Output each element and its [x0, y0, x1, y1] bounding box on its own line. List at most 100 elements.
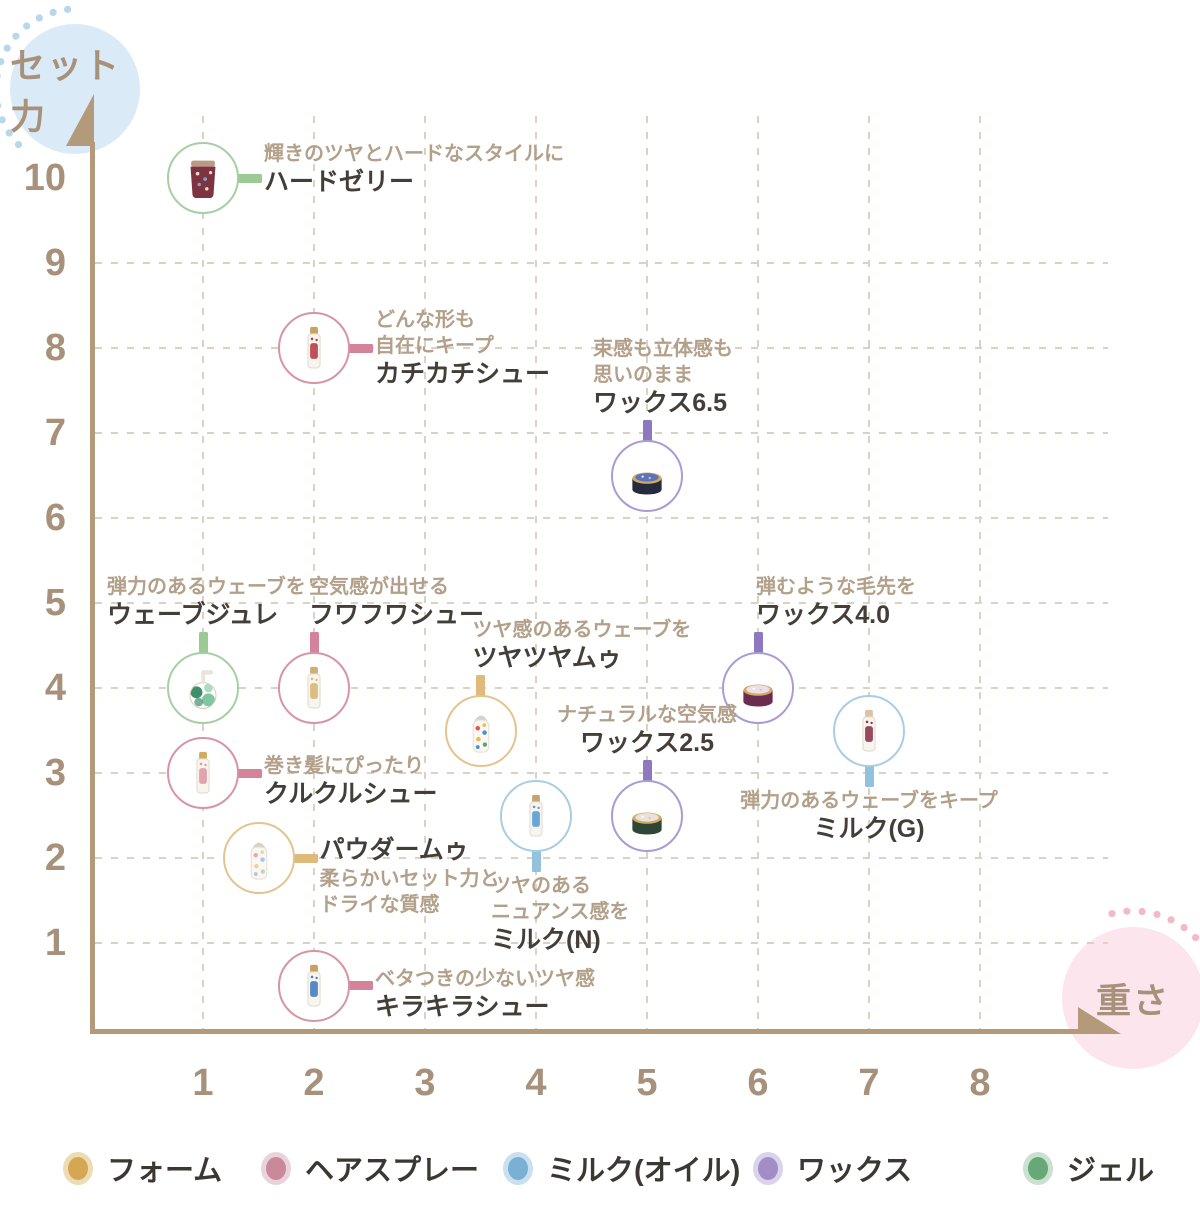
x-tick-7: 7 — [858, 1062, 880, 1104]
product-label-kirakira-shu: ベタつきの少ないツヤ感 キラキラシュー — [375, 966, 595, 1023]
product-name: ウェーブジュレ — [107, 601, 279, 629]
product-label-kurukuru-shu: 巻き髪にぴったりクルクルシュー — [264, 753, 438, 810]
x-axis-line — [90, 1029, 1082, 1034]
product-marker-wax-65 — [611, 439, 683, 512]
product-desc: ドライな質感 — [319, 894, 440, 916]
product-name: フワフワシュー — [309, 601, 485, 629]
x-tick-5: 5 — [636, 1062, 658, 1104]
product-name: ワックス4.0 — [756, 601, 891, 629]
product-marker-hard-jelly — [167, 142, 239, 214]
legend-dot-foam — [63, 1151, 93, 1185]
x-tick-3: 3 — [414, 1062, 436, 1104]
spray-icon — [307, 964, 321, 1007]
tin-icon — [632, 812, 662, 835]
product-desc: どんな形も — [375, 309, 475, 331]
y-axis-arrow — [66, 94, 94, 146]
product-label-fuwafuwa-shu: 空気感が出せるフワフワシュー — [309, 574, 484, 631]
label-connector — [753, 632, 763, 655]
product-label-kachikachi-shu: どんな形も自在にキープカチカチシュー — [375, 307, 550, 390]
product-desc: 自在にキープ — [375, 335, 494, 357]
product-name: ツヤツヤムゥ — [472, 643, 622, 672]
x-axis-label: 重さ — [1095, 981, 1170, 1021]
product-marker-milk-g — [833, 694, 905, 767]
y-tick-4: 4 — [44, 667, 66, 709]
jar-icon — [190, 160, 216, 199]
product-desc: ベタつきの少ないツヤ感 — [375, 967, 595, 990]
y-tick-6: 6 — [44, 497, 66, 539]
label-connector — [642, 759, 652, 783]
x-axis-bubble: 重さ — [1062, 927, 1200, 1069]
product-name: カチカチシュー — [375, 360, 551, 388]
product-marker-tsuyatsuya-mu — [444, 694, 517, 767]
y-axis-label: セット力 — [10, 47, 122, 137]
label-connector — [347, 343, 373, 353]
legend-label-spray: ヘアスプレー — [305, 1155, 480, 1187]
legend-label-wax: ワックス — [797, 1155, 913, 1187]
product-marker-kurukuru-shu — [167, 737, 239, 809]
label-connector — [236, 768, 262, 778]
product-name: ハードゼリー — [264, 168, 415, 196]
legend: フォーム ヘアスプレー ミルク(オイル) ワックス ジェル — [0, 1148, 1200, 1200]
product-name: クルクルシュー — [264, 780, 438, 808]
product-label-wave-jule: 弾力のあるウェーブを ウェーブジュレ — [107, 574, 306, 631]
product-marker-kachikachi-shu — [278, 312, 350, 384]
spray-icon — [862, 709, 876, 752]
y-tick-5: 5 — [44, 582, 66, 624]
legend-dot-gel — [1023, 1151, 1053, 1185]
product-desc: ツヤのある — [491, 874, 591, 897]
label-connector — [531, 848, 541, 872]
product-name: パウダームゥ — [319, 836, 469, 864]
product-marker-wax-40 — [722, 652, 794, 724]
legend-item-milk: ミルク(オイル) — [503, 1148, 740, 1188]
product-marker-wave-jule — [167, 652, 239, 724]
product-desc: 巻き髪にぴったり — [264, 755, 424, 777]
spray-icon — [196, 751, 210, 794]
product-desc: 空気感が出せる — [309, 576, 449, 598]
spray-icon — [307, 326, 321, 369]
label-connector — [291, 853, 318, 863]
product-desc: 輝きのツヤとハードなスタイルに — [264, 143, 564, 165]
pump-icon — [189, 670, 217, 710]
label-connector — [476, 674, 485, 698]
y-tick-9: 9 — [44, 242, 66, 284]
bottle-icon — [472, 715, 489, 753]
legend-dot-spray — [261, 1151, 291, 1185]
x-tick-2: 2 — [303, 1062, 325, 1104]
legend-dot-milk — [503, 1151, 533, 1185]
y-axis-line — [90, 142, 95, 1033]
product-desc: 思いのまま — [593, 363, 693, 386]
legend-label-milk: ミルク(オイル) — [547, 1155, 741, 1187]
label-connector — [198, 632, 208, 655]
product-label-hard-jelly: 輝きのツヤとハードなスタイルにハードゼリー — [264, 141, 564, 198]
y-tick-8: 8 — [44, 327, 66, 369]
legend-label-foam: フォーム — [107, 1155, 223, 1187]
legend-item-spray: ヘアスプレー — [261, 1148, 479, 1188]
legend-item-wax: ワックス — [753, 1148, 912, 1188]
product-desc: ニュアンス感を — [491, 900, 630, 923]
product-marker-milk-n — [500, 779, 572, 852]
label-connector — [309, 632, 319, 655]
product-label-tsuyatsuya-mu: ツヤ感のあるウェーブを ツヤツヤムゥ — [473, 617, 692, 674]
product-desc: 柔らかいセット力と — [319, 868, 500, 890]
legend-label-gel: ジェル — [1067, 1155, 1155, 1187]
x-tick-1: 1 — [192, 1062, 214, 1104]
product-name: キラキラシュー — [375, 992, 550, 1021]
label-connector — [642, 419, 652, 443]
y-tick-10: 10 — [23, 157, 66, 199]
bottle-icon — [250, 842, 267, 880]
tin-icon — [632, 472, 662, 495]
product-label-wax-25: ナチュラルな空気感 ワックス2.5 — [557, 702, 737, 759]
tin-icon — [743, 684, 773, 707]
product-desc: ナチュラルな空気感 — [557, 703, 737, 726]
product-name: ワックス2.5 — [579, 728, 714, 757]
spray-icon — [529, 794, 543, 837]
product-marker-kirakira-shu — [278, 949, 350, 1022]
x-tick-8: 8 — [969, 1062, 991, 1104]
product-desc: 弾力のあるウェーブをキープ — [740, 789, 998, 812]
product-name: ミルク(G) — [813, 814, 925, 843]
y-tick-2: 2 — [44, 837, 66, 879]
product-marker-wax-25 — [611, 779, 683, 852]
spray-icon — [307, 666, 321, 709]
